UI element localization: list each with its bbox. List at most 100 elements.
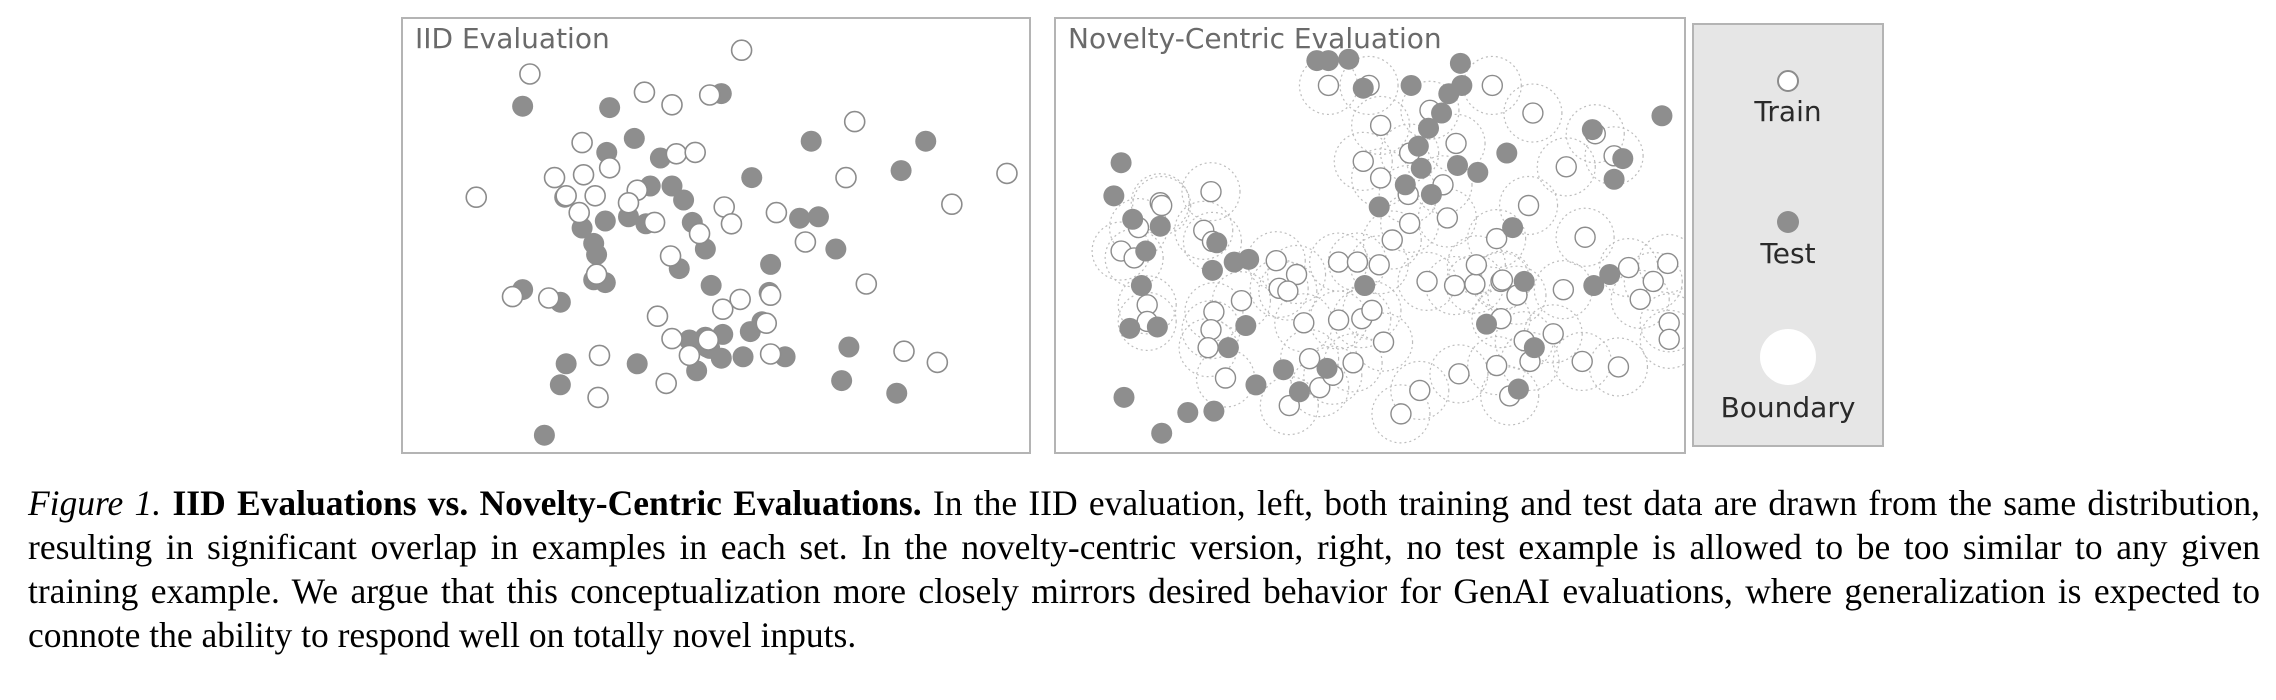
test-point xyxy=(1151,422,1173,444)
test-point xyxy=(1612,148,1634,170)
test-point xyxy=(1273,359,1294,381)
test-point xyxy=(1177,402,1199,423)
test-point xyxy=(512,95,534,117)
train-point xyxy=(755,312,778,335)
train-point xyxy=(659,245,682,267)
train-point xyxy=(646,305,669,328)
test-point xyxy=(732,346,754,368)
boundary-ring xyxy=(1480,366,1540,426)
train-point xyxy=(665,143,688,165)
test-point xyxy=(1235,315,1257,337)
test-point xyxy=(1113,386,1135,408)
test-point xyxy=(673,189,695,211)
train-point xyxy=(585,263,608,285)
test-point xyxy=(760,253,782,275)
train-point xyxy=(1464,273,1486,295)
novelty-scatter-plot xyxy=(1091,48,1684,444)
train-point xyxy=(926,351,949,374)
train-point xyxy=(1552,278,1575,301)
train-point xyxy=(678,344,701,367)
test-point xyxy=(1149,215,1171,237)
train-point xyxy=(1409,379,1431,402)
train-point xyxy=(1448,363,1470,385)
train-point xyxy=(1293,312,1315,334)
test-point xyxy=(1502,217,1524,239)
train-point xyxy=(1445,132,1467,155)
legend-boundary-label: Boundary xyxy=(1720,391,1856,424)
train-point xyxy=(941,193,963,215)
train-point xyxy=(1657,252,1679,275)
test-point xyxy=(890,160,912,182)
iid-panel-title: IID Evaluation xyxy=(415,22,610,55)
test-point xyxy=(825,238,847,260)
test-point xyxy=(1476,313,1497,335)
test-point xyxy=(1238,248,1260,270)
test-point xyxy=(1447,154,1468,176)
test-point xyxy=(1122,208,1144,230)
train-point xyxy=(633,81,656,103)
train-point xyxy=(1658,328,1680,351)
test-point xyxy=(1201,259,1223,281)
figure-caption: Figure 1. IID Evaluations vs. Novelty-Ce… xyxy=(28,481,2260,657)
train-point xyxy=(1522,102,1544,124)
novelty-panel-title: Novelty-Centric Evaluation xyxy=(1068,22,1442,55)
test-point xyxy=(1400,74,1422,96)
train-point xyxy=(1285,263,1308,286)
train-point xyxy=(1200,180,1222,203)
train-point xyxy=(698,84,721,106)
test-point xyxy=(1119,317,1141,339)
test-point xyxy=(661,175,683,197)
train-point xyxy=(1390,403,1412,425)
train-point xyxy=(1542,323,1564,345)
boundary-ring xyxy=(1371,384,1431,444)
test-point xyxy=(1583,275,1605,297)
boundary-ring xyxy=(1339,55,1399,116)
train-point xyxy=(711,298,734,321)
train-point xyxy=(765,201,788,224)
test-point xyxy=(886,382,908,404)
train-point xyxy=(1436,207,1459,229)
test-point xyxy=(1418,117,1439,139)
test-point xyxy=(1146,316,1168,338)
boundary-ring xyxy=(1498,175,1559,236)
test-point xyxy=(838,336,860,358)
test-point xyxy=(800,130,822,152)
train-point xyxy=(1150,194,1173,217)
test-point xyxy=(1599,264,1621,285)
train-point xyxy=(1197,336,1219,359)
train-point xyxy=(855,273,878,295)
train-point xyxy=(1214,367,1237,389)
test-point xyxy=(533,424,555,446)
train-point xyxy=(1317,74,1340,97)
test-point xyxy=(1306,50,1328,72)
train-point xyxy=(1607,356,1630,378)
train-point xyxy=(697,329,720,351)
boundary-ring xyxy=(1258,261,1318,321)
boundary-ring xyxy=(1353,312,1414,372)
train-point xyxy=(1298,347,1321,370)
train-point xyxy=(1642,270,1664,293)
train-point xyxy=(1369,167,1392,189)
train-point xyxy=(543,166,566,189)
train-point xyxy=(537,287,560,309)
test-point xyxy=(1368,196,1390,218)
test-point xyxy=(1449,52,1471,74)
test-point xyxy=(1603,168,1625,190)
test-point xyxy=(1245,374,1267,396)
train-point xyxy=(643,211,666,234)
legend-train-marker xyxy=(1777,70,1799,92)
test-point xyxy=(1217,337,1239,359)
test-point xyxy=(1581,119,1603,141)
boundary-ring xyxy=(1181,162,1241,222)
train-point xyxy=(1485,354,1508,377)
test-point xyxy=(626,353,648,375)
legend: Train Test Boundary xyxy=(1692,23,1884,447)
train-point xyxy=(684,141,707,164)
boundary-ring xyxy=(1400,80,1460,140)
train-point xyxy=(1372,331,1395,353)
train-point xyxy=(501,285,524,308)
novelty-evaluation-panel: Novelty-Centric Evaluation xyxy=(1054,17,1686,454)
train-point xyxy=(1200,319,1222,341)
test-point xyxy=(1206,232,1228,254)
train-point xyxy=(1277,280,1299,302)
